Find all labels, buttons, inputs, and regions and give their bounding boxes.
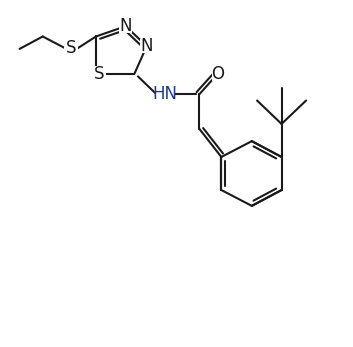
Text: HN: HN xyxy=(153,85,178,103)
Text: S: S xyxy=(66,39,77,57)
FancyBboxPatch shape xyxy=(211,67,224,81)
Text: N: N xyxy=(119,17,132,35)
FancyBboxPatch shape xyxy=(92,66,106,81)
Text: S: S xyxy=(94,65,104,83)
FancyBboxPatch shape xyxy=(156,87,175,102)
Text: N: N xyxy=(140,37,153,55)
FancyBboxPatch shape xyxy=(140,39,153,53)
FancyBboxPatch shape xyxy=(65,41,78,56)
Text: O: O xyxy=(211,65,224,83)
FancyBboxPatch shape xyxy=(119,19,132,33)
